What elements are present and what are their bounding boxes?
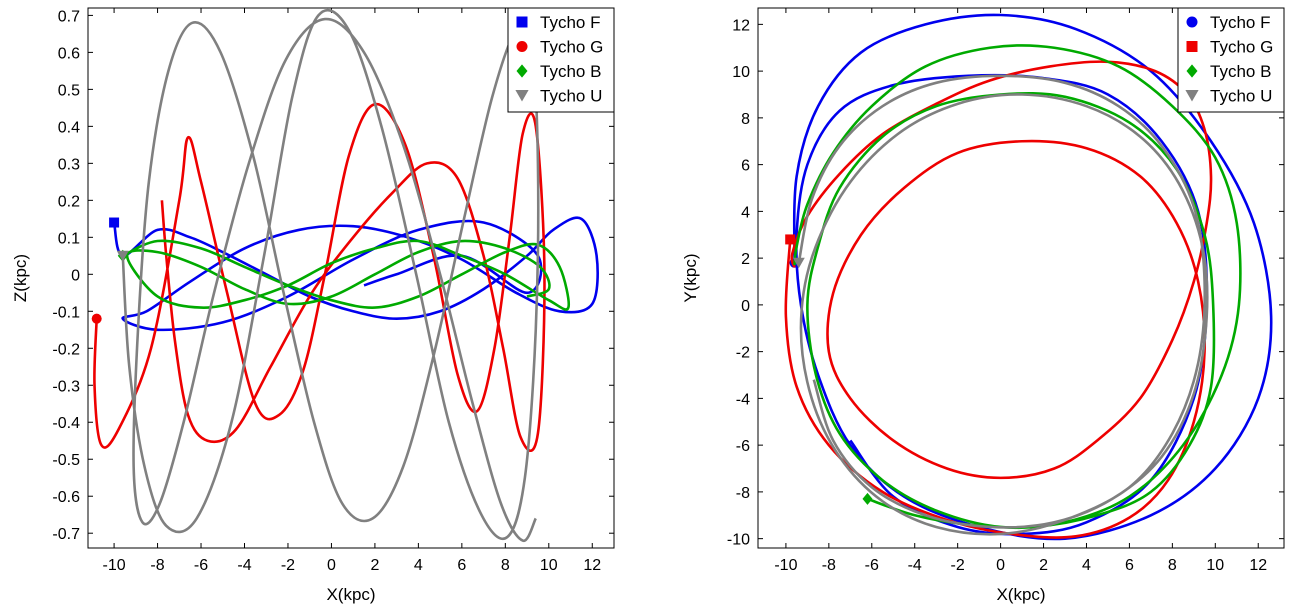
x-tick-label: 6 [1125,557,1134,574]
y-tick-label: -0.6 [52,489,80,506]
legend-marker [516,41,528,53]
x-tick-label: 4 [414,557,423,574]
legend: Tycho F Tycho G Tycho B Tycho U [507,7,615,113]
y-tick-label: 0.6 [58,45,80,62]
x-tick-label: 6 [457,557,466,574]
y-tick-label: 0 [71,267,80,284]
xz-orbit-chart: -10 -8 -6 -4 -2 0 2 4 6 8 10 12 -0.7 -0.6 -0.5 -0.4 -0.3… [11,7,615,604]
y-tick-label: 0.4 [58,119,80,136]
legend-marker [1186,16,1198,28]
x-tick-label: 8 [501,557,510,574]
orbit-line-tycho-g [93,102,546,452]
y-axis-title: Z(kpc) [11,254,30,302]
series-group [91,9,599,542]
y-tick-label: 0.7 [58,8,80,25]
y-tick-label: 0.3 [58,156,80,173]
y-tick-label: 8 [741,111,750,128]
x-tick-label: 0 [327,557,336,574]
x-tick-label: -2 [281,557,295,574]
y-tick-label: 0 [741,298,750,315]
legend-label: Tycho F [1210,13,1270,32]
orbit-start-marker [792,257,805,269]
y-tick-label: 12 [732,17,750,34]
legend-label: Tycho G [540,38,603,57]
orbit-line-tycho-u [121,9,540,542]
legend-marker [1185,90,1199,102]
x-tick-label: -10 [774,557,797,574]
x-tick-label: -10 [103,557,126,574]
orbit-start-marker [116,250,129,262]
y-tick-label: -8 [736,485,750,502]
y-tick-label: -0.1 [52,304,80,321]
y-tick-label: -4 [736,391,750,408]
orbit-start-marker [785,234,796,245]
y-axis-title: Y(kpc) [681,253,700,302]
y-tick-label: 4 [741,204,750,221]
x-tick-label: 0 [996,557,1005,574]
x-tick-label: -6 [194,557,208,574]
y-tick-label: -0.7 [52,526,80,543]
xy-orbit-chart: -10 -8 -6 -4 -2 0 2 4 6 8 10 12 -10 -8 -6 -4 -2 0 2 4 6 8 10 12… [681,7,1285,604]
y-tick-label: -2 [736,345,750,362]
x-tick-label: -8 [150,557,164,574]
x-tick-label: -8 [822,557,836,574]
orbit-line-tycho-u [797,74,1209,536]
y-tick-label: -0.4 [52,415,80,432]
legend-marker [1186,64,1198,78]
x-axis-title: X(kpc) [326,585,375,604]
y-tick-label: -0.5 [52,452,80,469]
y-tick-label: 0.1 [58,230,80,247]
x-tick-label: 12 [583,557,601,574]
legend-marker [1186,41,1198,52]
x-tick-label: 8 [1168,557,1177,574]
orbit-start-marker [862,492,873,505]
orbit-line-tycho-f [792,13,1273,541]
legend-marker [515,90,529,102]
orbit-line-tycho-b [793,44,1242,530]
legend-label: Tycho U [1210,87,1272,106]
x-tick-label: 2 [1039,557,1048,574]
x-tick-label: -4 [908,557,922,574]
y-tick-label: -0.2 [52,341,80,358]
y-tick-label: -0.3 [52,378,80,395]
orbit-start-marker [109,217,120,228]
legend-marker [516,64,528,78]
legend-label: Tycho F [540,13,600,32]
x-tick-label: -2 [951,557,965,574]
y-tick-label: 0.5 [58,82,80,99]
y-tick-label: -10 [727,532,750,549]
x-tick-label: -6 [865,557,879,574]
legend: Tycho F Tycho G Tycho B Tycho U [1177,7,1285,113]
y-tick-label: 0.2 [58,193,80,210]
legend-label: Tycho B [540,62,601,81]
orbit-start-marker [91,313,102,324]
y-tick-label: 10 [732,64,750,81]
legend-label: Tycho U [540,87,602,106]
orbit-line-tycho-g [784,60,1213,539]
x-tick-label: 4 [1082,557,1091,574]
y-tick-label: -6 [736,438,750,455]
y-tick-label: 6 [741,158,750,175]
legend-marker [516,16,528,28]
x-tick-label: 10 [1206,557,1224,574]
legend-label: Tycho G [1210,38,1273,57]
x-tick-label: -4 [237,557,251,574]
series-group [784,13,1273,541]
x-axis-title: X(kpc) [996,585,1045,604]
x-tick-label: 2 [370,557,379,574]
y-tick-label: 2 [741,251,750,268]
x-tick-label: 10 [540,557,558,574]
x-tick-label: 12 [1249,557,1267,574]
orbit-line-tycho-b [122,239,571,311]
legend-label: Tycho B [1210,62,1271,81]
orbit-line-tycho-f [112,216,599,332]
